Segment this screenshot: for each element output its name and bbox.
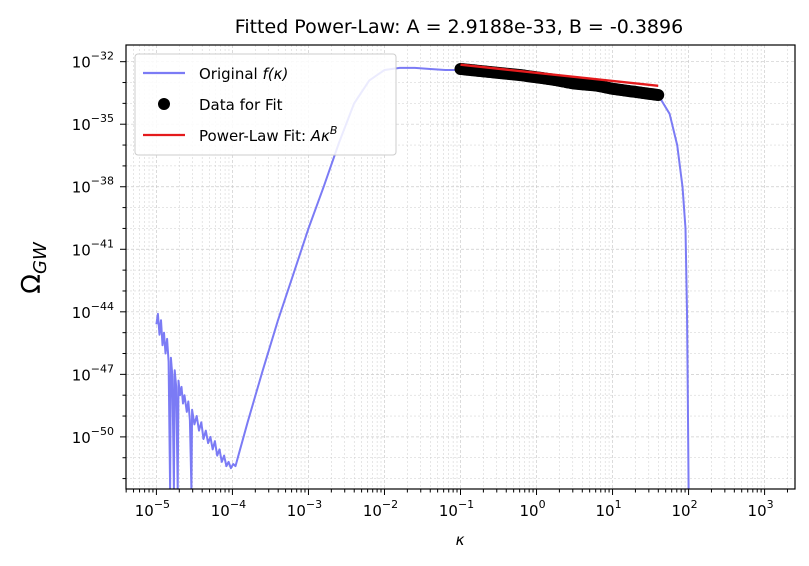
legend-data-label: Data for Fit bbox=[199, 96, 283, 114]
y-axis-label-main: Ω bbox=[17, 274, 47, 294]
x-tick-label: 10−3 bbox=[287, 498, 322, 520]
y-axis-ticks: 10−32 10−35 10−38 10−41 10−44 10−47 10−50 bbox=[72, 50, 126, 480]
x-tick-label: 10−5 bbox=[135, 498, 170, 520]
legend-original-label: Original f(κ) bbox=[199, 65, 288, 83]
svg-text:ΩGW: ΩGW bbox=[17, 241, 51, 294]
y-tick-label: 10−38 bbox=[72, 175, 114, 197]
x-tick-label: 10−1 bbox=[439, 498, 474, 520]
x-tick-label: 100 bbox=[519, 498, 545, 520]
legend-data-marker bbox=[158, 98, 170, 110]
power-law-fit-line bbox=[460, 63, 659, 88]
y-tick-label: 10−35 bbox=[72, 112, 114, 134]
x-tick-label: 103 bbox=[748, 498, 774, 520]
chart-title: Fitted Power-Law: A = 2.9188e-33, B = -0… bbox=[235, 16, 683, 38]
x-tick-label: 101 bbox=[595, 498, 621, 520]
x-axis-label: κ bbox=[456, 531, 465, 549]
data-point bbox=[652, 89, 665, 101]
x-axis-label-text: κ bbox=[456, 531, 465, 549]
legend-box bbox=[134, 53, 397, 156]
legend: Original f(κ) Data for Fit Power-Law Fit… bbox=[134, 53, 397, 156]
series-layer bbox=[155, 63, 690, 489]
legend-fit-label: Power-Law Fit: AκB bbox=[199, 124, 337, 145]
x-tick-label: 102 bbox=[672, 498, 698, 520]
y-tick-label: 10−41 bbox=[72, 237, 114, 259]
y-tick-label: 10−50 bbox=[72, 425, 114, 447]
y-axis-label-sub: GW bbox=[30, 241, 51, 274]
y-tick-label: 10−47 bbox=[72, 362, 114, 384]
x-tick-label: 10−4 bbox=[211, 498, 246, 520]
y-axis-label: ΩGW bbox=[17, 241, 51, 294]
y-tick-label: 10−32 bbox=[72, 50, 114, 72]
x-tick-label: 10−2 bbox=[363, 498, 398, 520]
y-tick-label: 10−44 bbox=[72, 300, 114, 322]
x-axis-ticks: 10−5 10−4 10−3 10−2 10−1 100 101 102 103 bbox=[125, 489, 788, 520]
